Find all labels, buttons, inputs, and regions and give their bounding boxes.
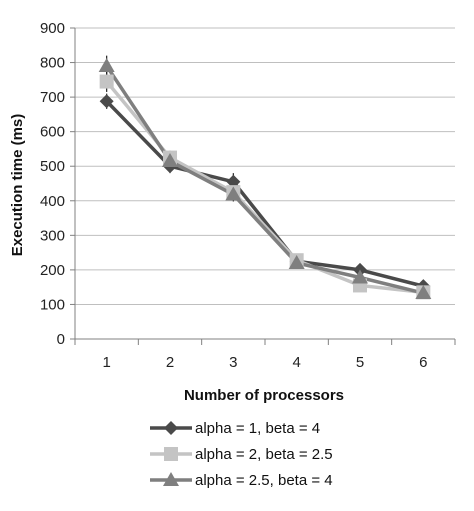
data-point-series-3 (352, 269, 368, 284)
x-tick-labels: 1 2 3 4 5 6 (102, 354, 427, 371)
error-bars (106, 55, 424, 297)
gridlines (75, 27, 455, 305)
data-point-series-1 (99, 94, 114, 109)
legend-label: alpha = 2, beta = 2.5 (195, 446, 333, 463)
x-tick-label: 6 (419, 354, 427, 371)
legend-swatch-marker (164, 421, 178, 435)
y-tick-label: 900 (40, 20, 65, 37)
y-tick-label: 200 (40, 262, 65, 279)
y-tick-label: 800 (40, 55, 65, 72)
data-point-series-3 (288, 254, 305, 269)
legend-swatch-marker (164, 447, 178, 461)
legend-label: alpha = 1, beta = 4 (195, 420, 320, 437)
y-tick-label: 0 (57, 331, 65, 348)
series-line-3 (105, 65, 424, 295)
data-point-series-3 (225, 186, 242, 201)
data-point-series-2 (99, 74, 114, 89)
legend-swatch-marker (163, 472, 179, 486)
x-tick-label: 1 (102, 354, 110, 371)
y-tick-label: 500 (40, 158, 65, 175)
data-point-series-3 (98, 58, 115, 73)
y-tick-label: 100 (40, 296, 65, 313)
series-lines (105, 65, 424, 295)
y-tick-label: 600 (40, 124, 65, 141)
legend: alpha = 1, beta = 4 alpha = 2, beta = 2.5… (150, 420, 333, 489)
axes (70, 27, 456, 345)
data-point-series-3 (162, 153, 178, 168)
y-tick-label: 400 (40, 193, 65, 210)
x-axis-title: Number of processors (184, 387, 344, 404)
y-tick-label: 300 (40, 227, 65, 244)
series-line-1 (105, 100, 424, 288)
y-axis-title: Execution time (ms) (9, 114, 26, 257)
y-tick-label: 700 (40, 89, 65, 106)
series-markers (98, 58, 432, 300)
series-line-2 (105, 80, 424, 295)
x-tick-label: 4 (292, 354, 300, 371)
x-tick-label: 2 (166, 354, 174, 371)
x-tick-label: 5 (356, 354, 364, 371)
data-point-series-3 (415, 285, 432, 300)
y-tick-labels: 0 100 200 300 400 500 600 700 800 900 (40, 20, 65, 348)
legend-label: alpha = 2.5, beta = 4 (195, 472, 333, 489)
x-tick-label: 3 (229, 354, 237, 371)
